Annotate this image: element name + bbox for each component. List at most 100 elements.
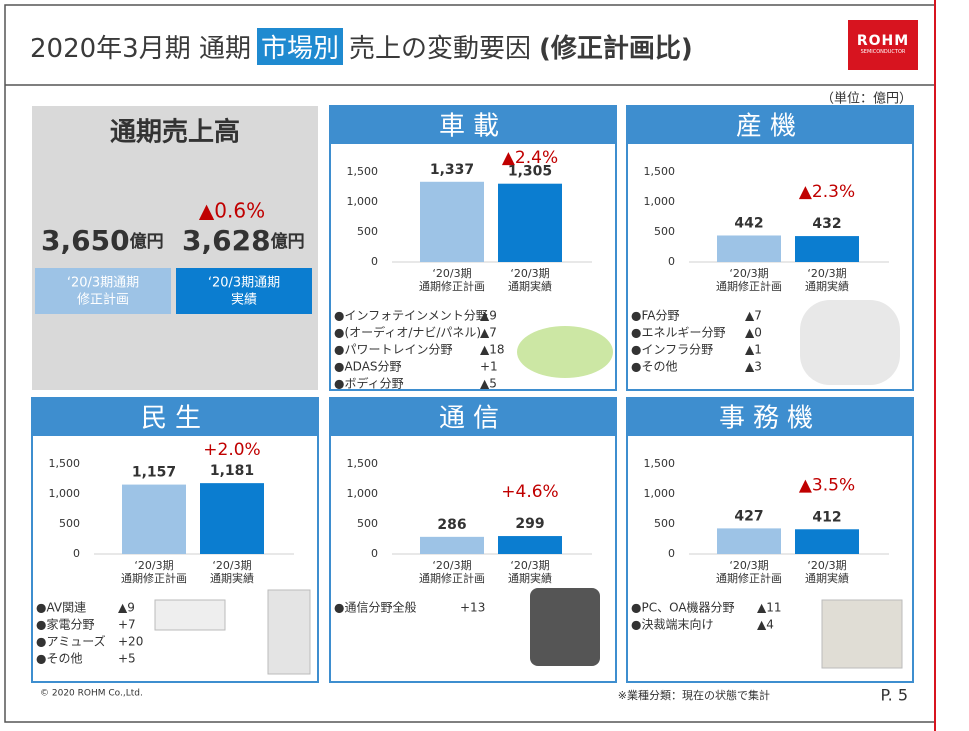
breakdown-label: ●通信分野全般 [334,600,416,615]
bar [420,536,484,554]
summary-category: ‘20/3期通期 [67,276,139,291]
x-tick-label: 通期実績 [210,571,254,585]
y-tick-label: 1,500 [347,165,379,178]
summary-category: ‘20/3期通期 [208,276,280,291]
summary-category-box [35,268,171,314]
copier-image [821,599,903,669]
chart-title-bar [32,398,318,436]
summary-category-box [176,268,312,314]
robot-image [800,300,900,385]
value-label: 442 [734,215,763,231]
breakdown-value: ▲1 [745,343,762,357]
y-tick-label: 1,000 [347,195,379,208]
x-tick-label: 通期実績 [508,571,552,585]
y-tick-label: 500 [357,225,378,238]
title-post: 売上の変動要因 [349,33,532,64]
breakdown-value: ▲11 [757,601,782,615]
breakdown-value: +7 [118,618,136,632]
bar [420,181,484,262]
breakdown-label: ●AV関連 [36,601,86,615]
y-tick-label: 1,500 [347,457,379,470]
summary-panel [32,106,318,390]
summary-unit: 億円 [130,231,164,252]
car-image [517,326,613,378]
breakdown-label: ●PC、OA機器分野 [631,600,735,615]
y-tick-label: 0 [73,547,80,560]
y-tick-label: 1,000 [644,487,676,500]
value-label: 1,157 [132,465,176,481]
x-tick-label: 通期実績 [508,279,552,293]
chart-title-bar [627,398,913,436]
y-tick-label: 1,000 [49,487,81,500]
breakdown-label: ●パワートレイン分野 [334,343,452,357]
chart-title: 車載 [439,112,507,142]
change-annotation: ▲2.4% [502,148,558,168]
y-tick-label: 0 [371,255,378,268]
x-tick-label: 通期修正計画 [419,279,485,293]
breakdown-value: +5 [118,652,136,666]
y-tick-label: 1,000 [644,195,676,208]
breakdown-value: ▲7 [480,326,497,340]
y-tick-label: 500 [357,517,378,530]
breakdown-value: +13 [460,601,485,615]
breakdown-label: ●その他 [36,652,82,666]
breakdown-label: ●FA分野 [631,309,679,323]
x-tick-label: ‘20/3期 [729,559,768,572]
y-tick-label: 1,500 [644,457,676,470]
breakdown-value: ▲4 [757,618,774,632]
x-tick-label: ‘20/3期 [510,559,549,572]
aircon-image [154,599,226,631]
chart-title-bar [330,398,616,436]
summary-value: 3,650億円 [41,224,164,257]
decoration [154,300,903,675]
breakdown-value: ▲9 [118,601,135,615]
x-tick-label: 通期実績 [805,279,849,293]
summary-category: 実績 [231,292,257,308]
bar [200,483,264,554]
bar [498,536,562,554]
summary-change: ▲0.6% [199,199,265,223]
value-label: 412 [812,509,841,525]
bar [717,528,781,554]
change-annotation: +4.6% [501,482,558,502]
breakdown-value: ▲7 [745,309,762,323]
x-tick-label: ‘20/3期 [729,267,768,280]
x-tick-label: ‘20/3期 [134,559,173,572]
bar [717,235,781,262]
bar [122,484,186,554]
chart-title-bar [330,106,616,144]
header-title: 2020年3月期 通期 市場別 売上の変動要因 (修正計画比) [30,24,693,68]
chart-title: 民生 [141,404,209,434]
breakdown-value: ▲18 [480,343,505,357]
x-tick-label: ‘20/3期 [510,267,549,280]
title-highlight: 市場別 [256,27,343,65]
breakdown-value: +1 [480,360,498,374]
breakdown-value: ▲9 [480,309,497,323]
copyright: © 2020 ROHM Co.,Ltd. [40,689,143,699]
title-pre: 2020年3月期 通期 [30,33,251,64]
breakdown-label: ●インフラ分野 [631,343,713,357]
chart-title: 事務機 [719,404,821,434]
logo-text: ROHM [856,33,910,49]
fridge-image [267,589,311,675]
x-tick-label: 通期修正計画 [419,571,485,585]
breakdown-value: ▲0 [745,326,762,340]
breakdown-value: ▲3 [745,360,762,374]
summary-value: 3,628億円 [182,224,305,257]
y-tick-label: 1,500 [49,457,81,470]
change-annotation: ▲2.3% [799,182,855,202]
x-tick-label: ‘20/3期 [212,559,251,572]
breakdown-label: ●アミューズ [36,634,106,649]
breakdown-label: ●家電分野 [36,617,94,632]
y-tick-label: 0 [668,255,675,268]
breakdown-label: ●その他 [631,360,677,374]
unit-note: （単位：億円） [821,91,912,107]
value-label: 299 [515,516,544,532]
y-tick-label: 0 [668,547,675,560]
y-tick-label: 1,500 [644,165,676,178]
value-label: 1,337 [430,162,474,178]
x-tick-label: ‘20/3期 [807,559,846,572]
breakdown-value: +20 [118,635,143,649]
